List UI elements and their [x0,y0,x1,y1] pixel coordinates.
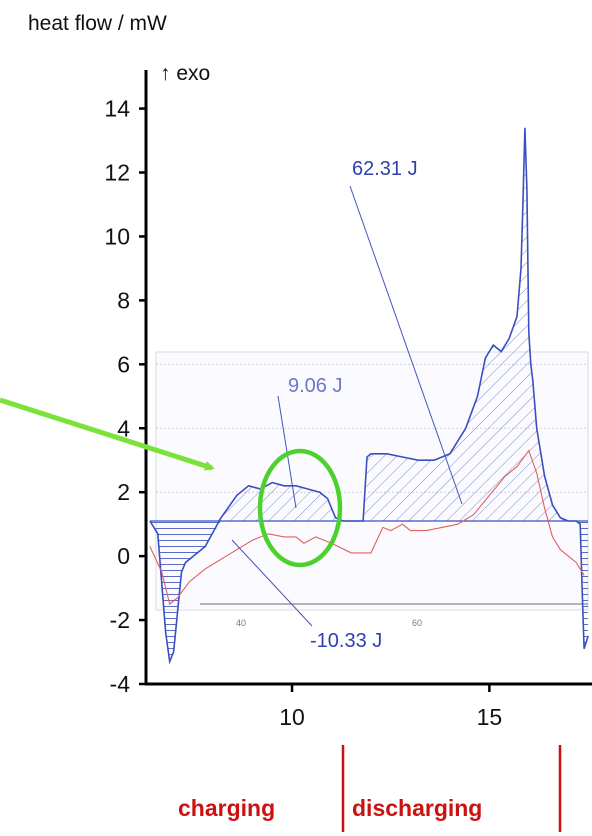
y-tick-label: -2 [110,607,130,633]
negative-area-fill [149,520,589,662]
discharge-energy-label: 62.31 J [352,158,418,180]
leader-line [231,539,313,627]
y-tick-label: 0 [117,543,130,569]
y-tick-label: 2 [117,479,130,505]
heat-flow-line [149,127,589,665]
y-tick-label: -4 [110,671,131,697]
y-tick-label: 8 [117,287,130,313]
area-fills [149,127,589,662]
x-tick-label: 10 [279,704,305,730]
inner-tick-label: 60 [412,618,422,628]
charge-energy-label: 9.06 J [288,375,342,397]
phase-label-charging: charging [178,795,275,821]
exo-label: ↑ exo [160,62,210,85]
phase-label-discharging: discharging [352,795,482,821]
y-axis-title: heat flow / mW [28,12,167,35]
phase-markers: charging discharging [178,745,562,832]
positive-area-fill [149,127,589,521]
x-ticks: 10 15 [279,684,502,730]
negative-energy-label: -10.33 J [310,630,382,652]
highlight-ellipse [257,448,343,568]
y-tick-label: 4 [117,415,130,441]
y-ticks: 14 12 10 8 6 4 2 0 -2 -4 [104,96,146,697]
x-tick-label: 15 [477,704,503,730]
y-tick-label: 10 [104,223,130,249]
y-tick-label: 6 [117,351,130,377]
pointer-arrow [0,397,215,471]
y-tick-label: 12 [104,160,130,186]
y-tick-label: 14 [104,96,130,122]
axes: 14 12 10 8 6 4 2 0 -2 -4 10 15 [104,70,592,730]
inner-tick-label: 40 [236,618,246,628]
reference-line [149,449,585,606]
leader-line [349,185,463,505]
series-layer [149,127,589,665]
